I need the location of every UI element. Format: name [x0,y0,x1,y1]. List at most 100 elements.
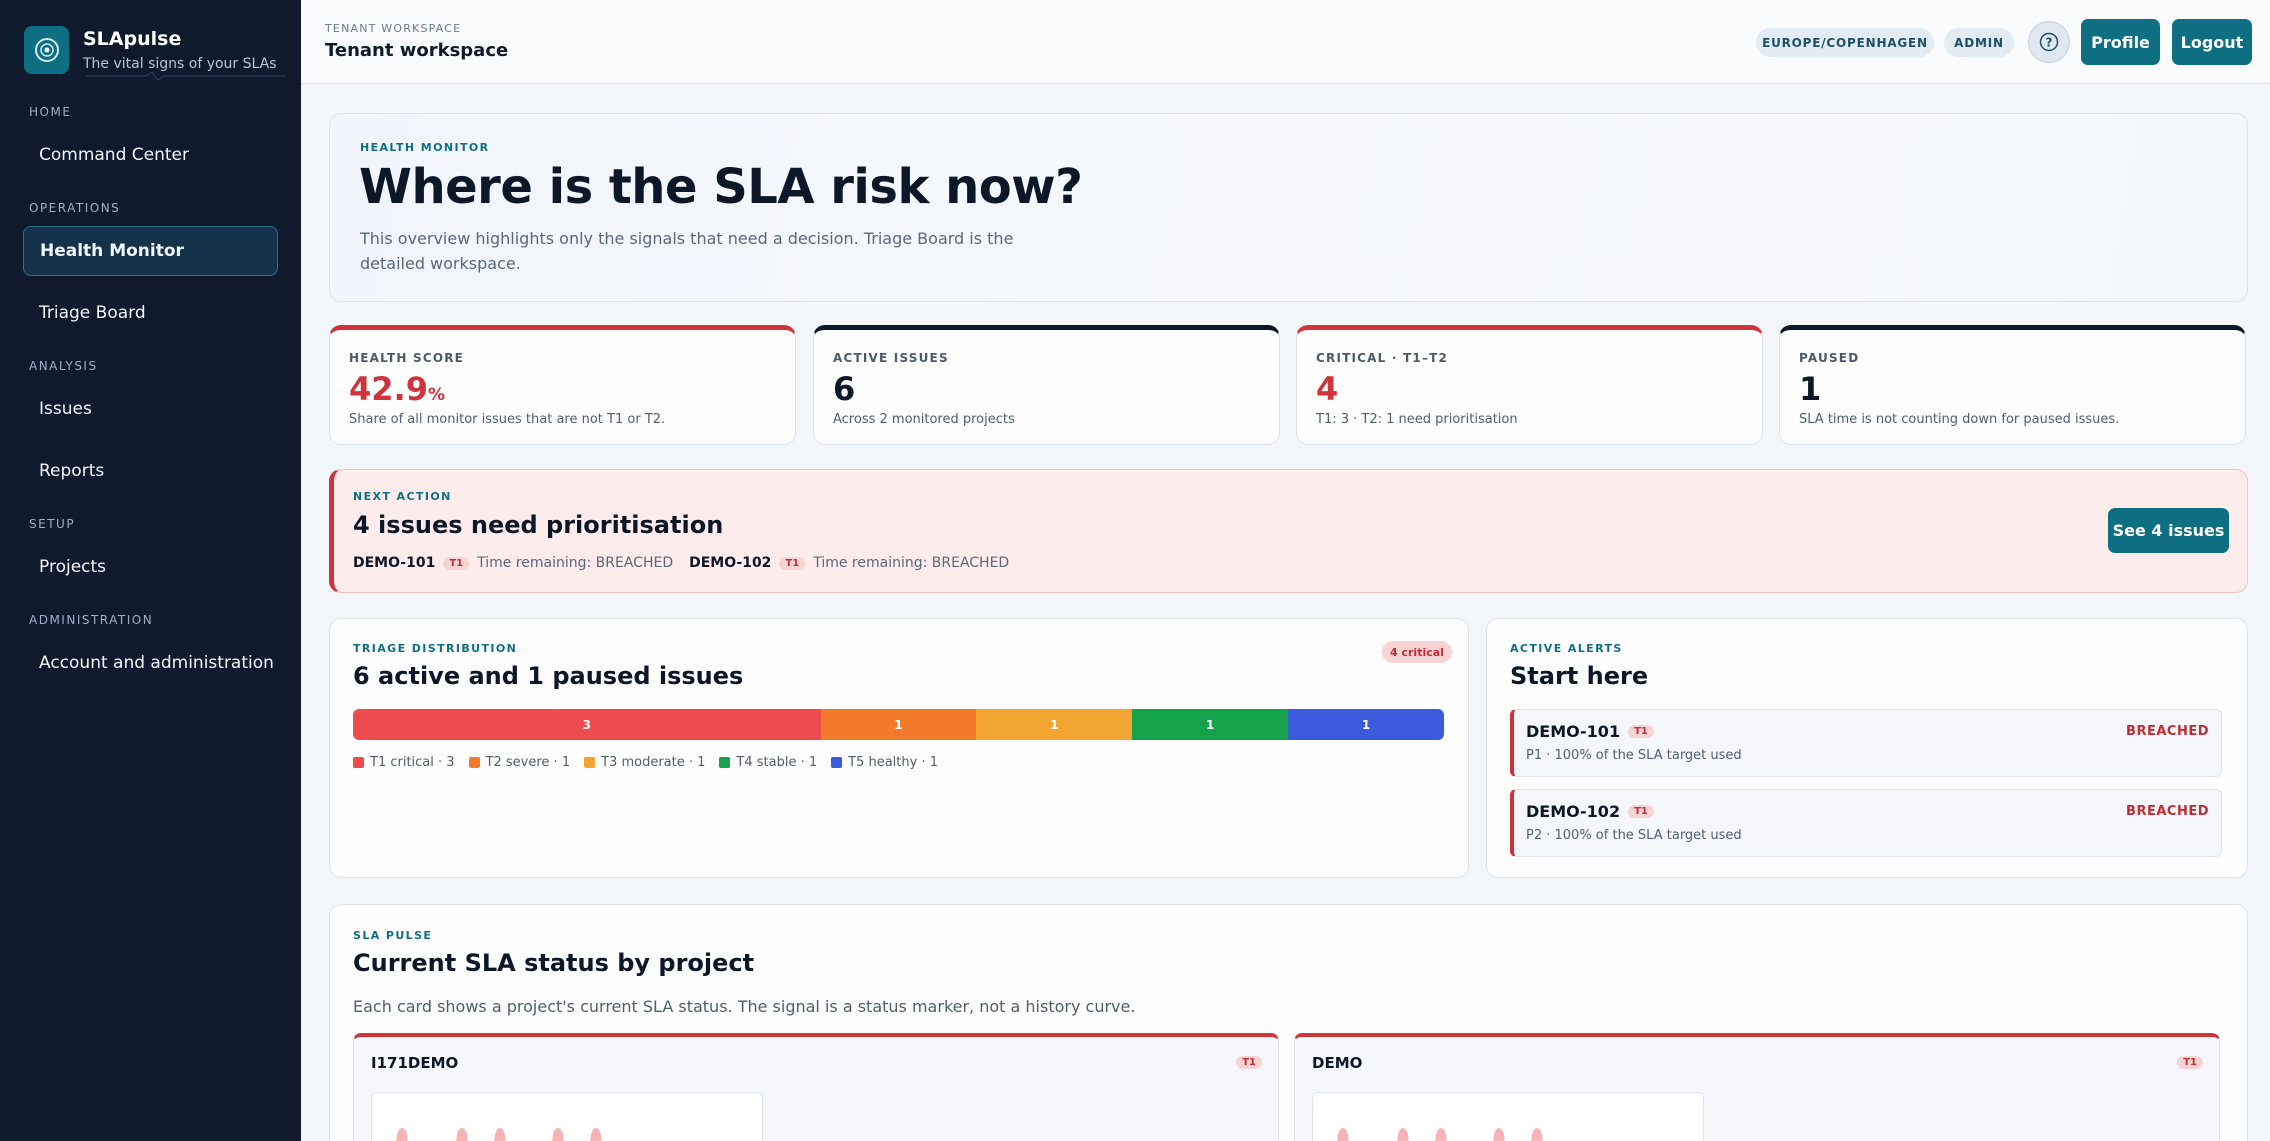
sidebar-item-label: Projects [39,557,107,577]
help-button[interactable]: ? [2028,21,2070,63]
distribution-segment-t1-critical[interactable]: 3 [353,709,821,740]
app-tagline: The vital signs of your SLAs [83,56,277,72]
see-issues-button[interactable]: See 4 issues [2108,508,2229,553]
nav-section-setup: SETUP [29,517,76,531]
stat-label: CRITICAL · T1–T2 [1316,351,1449,365]
pulse-description: Each card shows a project's current SLA … [353,997,1136,1016]
time-remaining: Time remaining: BREACHED [813,555,1010,571]
alert-row[interactable]: DEMO-102 T1 P2 · 100% of the SLA target u… [1510,789,2222,857]
timezone-badge: EUROPE/COPENHAGEN [1756,28,1934,57]
alert-status: BREACHED [2126,804,2209,819]
issue-id[interactable]: DEMO-101 [353,555,436,571]
nav-section-administration: ADMINISTRATION [29,613,154,627]
nav-section-operations: OPERATIONS [29,201,121,215]
alerts-eyebrow: ACTIVE ALERTS [1510,642,1623,655]
app-name: SLApulse [83,28,182,50]
logout-button[interactable]: Logout [2172,19,2252,65]
sidebar-nav: HOME Command Center OPERATIONS Health Mo… [0,102,301,706]
stat-subtext: Share of all monitor issues that are not… [349,412,666,427]
sidebar-item-label: Command Center [39,145,189,165]
triage-title: 6 active and 1 paused issues [353,662,744,690]
project-name: I171DEMO [371,1054,459,1072]
stat-label: HEALTH SCORE [349,351,465,365]
sidebar-item-issues[interactable]: Issues [23,384,278,434]
legend-item: T5 healthy · 1 [831,755,938,770]
stat-subtext: SLA time is not counting down for paused… [1799,412,2120,427]
sla-pulse-card: SLA PULSE Current SLA status by project … [329,904,2248,1141]
page-context-title: Tenant workspace [325,40,509,61]
hero-description: This overview highlights only the signal… [360,229,1014,273]
project-card[interactable]: I171DEMO T1 [353,1033,1279,1141]
svg-text:?: ? [2046,36,2053,50]
pulse-signal-icon [396,1128,602,1141]
pulse-signal-chart [371,1092,763,1141]
stat-subtext: Across 2 monitored projects [833,412,1015,427]
role-badge: ADMIN [1944,28,2014,57]
stat-label: PAUSED [1799,351,1860,365]
sidebar-item-projects[interactable]: Projects [23,542,278,592]
stat-card-active-issues: ACTIVE ISSUES 6 Across 2 monitored proje… [813,325,1280,445]
distribution-segment-t3-moderate[interactable]: 1 [976,709,1133,740]
issue-id[interactable]: DEMO-102 [689,555,772,571]
stat-card-critical: CRITICAL · T1–T2 4 T1: 3 · T2: 1 need pr… [1296,325,1763,445]
pulse-signal-chart [1312,1092,1704,1141]
sidebar-item-label: Account and administration [39,653,274,673]
alert-subtext: P2 · 100% of the SLA target used [1526,828,1742,843]
tier-badge: T1 [1236,1056,1262,1069]
top-bar: TENANT WORKSPACE Tenant workspace EUROPE… [301,0,2270,84]
sidebar-item-reports[interactable]: Reports [23,446,278,496]
triage-legend: T1 critical · 3 T2 severe · 1 T3 moderate … [353,755,952,770]
distribution-segment-t2-severe[interactable]: 1 [820,709,977,740]
stat-label: ACTIVE ISSUES [833,351,949,365]
distribution-segment-t5-healthy[interactable]: 1 [1288,709,1444,740]
legend-label: T1 critical · 3 [370,755,455,770]
nav-section-analysis: ANALYSIS [29,359,98,373]
brand[interactable]: SLApulse The vital signs of your SLAs [24,26,277,74]
time-remaining: Time remaining: BREACHED [477,555,674,571]
legend-item: T3 moderate · 1 [584,755,705,770]
sidebar-item-health-monitor[interactable]: Health Monitor [23,226,278,276]
page-title: Where is the SLA risk now? [359,159,1083,215]
sidebar-item-triage-board[interactable]: Triage Board [23,288,278,338]
legend-swatch [584,757,596,768]
triage-distribution-card: TRIAGE DISTRIBUTION 6 active and 1 pause… [329,618,1469,878]
tier-badge: T1 [1628,805,1654,818]
legend-label: T5 healthy · 1 [848,755,938,770]
next-action-item[interactable]: DEMO-102 T1 Time remaining: BREACHED [689,555,1009,571]
tier-badge: T1 [2177,1056,2203,1069]
project-name: DEMO [1312,1054,1363,1072]
project-card[interactable]: DEMO T1 [1294,1033,2220,1141]
next-action-banner: NEXT ACTION 4 issues need prioritisation… [329,469,2248,593]
legend-label: T3 moderate · 1 [601,755,706,770]
issue-id: DEMO-101 [1526,722,1621,741]
next-action-title: 4 issues need prioritisation [353,511,724,539]
legend-swatch [831,757,843,768]
breadcrumb-eyebrow: TENANT WORKSPACE [325,22,462,35]
stat-card-health-score: HEALTH SCORE 42.9% Share of all monitor … [329,325,796,445]
active-alerts-card: ACTIVE ALERTS Start here DEMO-101 T1 P1 ·… [1486,618,2248,878]
next-action-item[interactable]: DEMO-101 T1 Time remaining: BREACHED [353,555,673,571]
tier-badge: T1 [443,556,470,570]
stat-value: 6 [833,370,856,408]
stat-card-paused: PAUSED 1 SLA time is not counting down f… [1779,325,2246,445]
hero-eyebrow: HEALTH MONITOR [360,141,490,154]
alert-row[interactable]: DEMO-101 T1 P1 · 100% of the SLA target u… [1510,709,2222,777]
pulse-logo-icon [24,26,69,74]
legend-swatch [353,757,364,768]
legend-label: T2 severe · 1 [485,755,571,770]
legend-item: T1 critical · 3 [353,755,455,770]
issue-id: DEMO-102 [1526,802,1621,821]
help-icon: ? [2039,32,2059,52]
pulse-title: Current SLA status by project [353,949,755,977]
sidebar-item-account-administration[interactable]: Account and administration [23,638,278,688]
sidebar-item-label: Health Monitor [40,241,184,261]
hero-card: HEALTH MONITOR Where is the SLA risk now… [329,113,2248,302]
distribution-segment-t4-stable[interactable]: 1 [1132,709,1289,740]
profile-button[interactable]: Profile [2081,19,2160,65]
tier-badge: T1 [779,556,806,570]
stat-subtext: T1: 3 · T2: 1 need prioritisation [1316,412,1518,427]
pulse-eyebrow: SLA PULSE [353,929,433,942]
sidebar-item-command-center[interactable]: Command Center [23,130,278,180]
alert-status: BREACHED [2126,724,2209,739]
